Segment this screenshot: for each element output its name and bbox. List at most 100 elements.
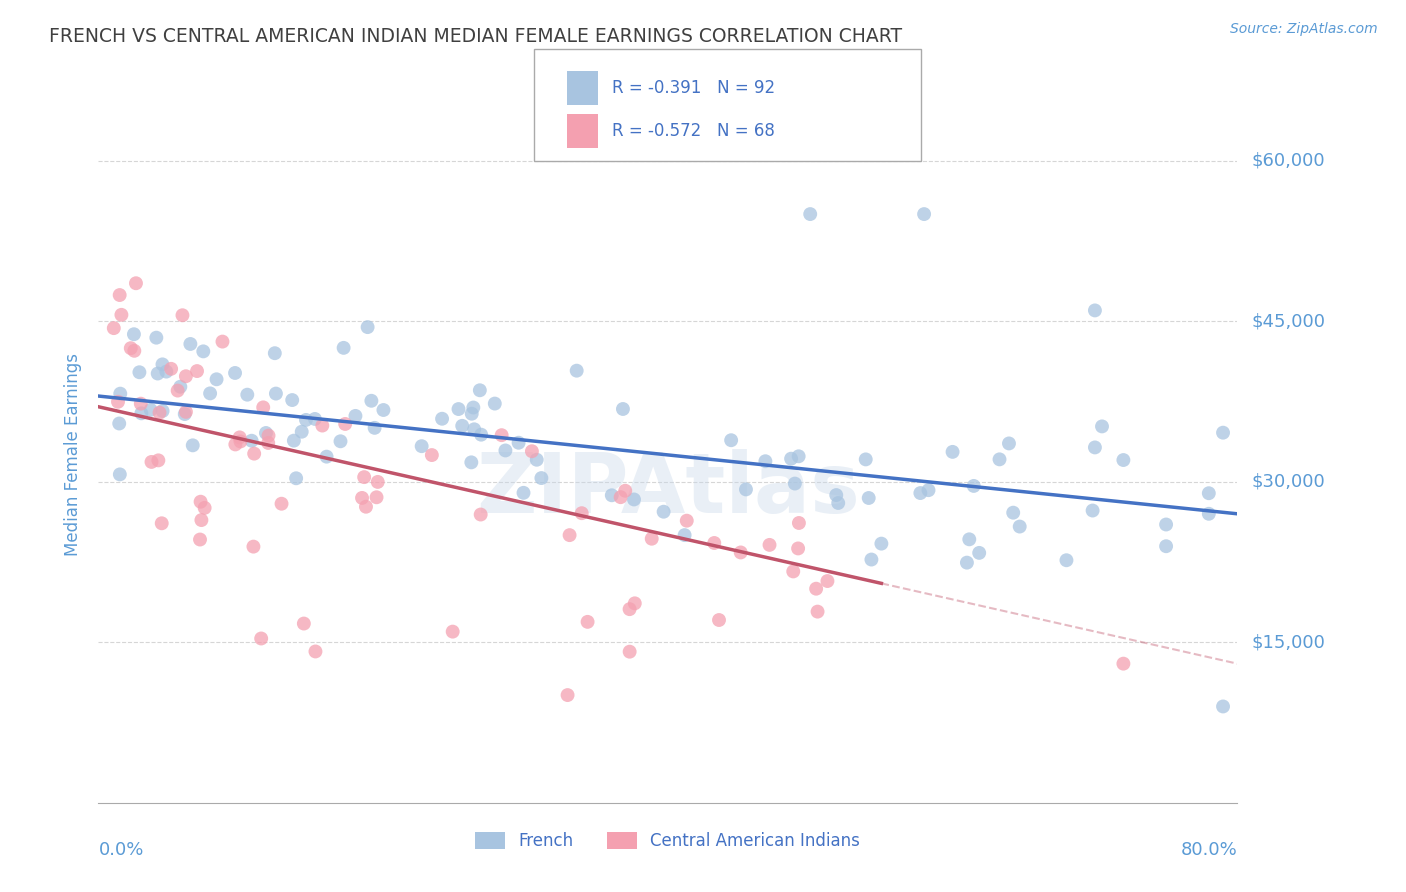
Text: $45,000: $45,000 bbox=[1251, 312, 1326, 330]
Point bbox=[150, 516, 173, 531]
Point bbox=[205, 372, 228, 386]
Text: $15,000: $15,000 bbox=[1251, 633, 1324, 651]
Point bbox=[129, 397, 152, 411]
Point bbox=[520, 444, 543, 458]
Point bbox=[430, 411, 453, 425]
Point bbox=[619, 602, 641, 616]
Point bbox=[1154, 539, 1177, 553]
Point bbox=[461, 407, 484, 421]
Point bbox=[125, 277, 148, 291]
Point bbox=[242, 540, 264, 554]
Point bbox=[350, 491, 373, 505]
Point bbox=[292, 616, 315, 631]
Point bbox=[447, 402, 470, 417]
Point bbox=[799, 207, 821, 221]
Point bbox=[451, 418, 474, 433]
Point bbox=[188, 533, 211, 547]
Point bbox=[703, 536, 725, 550]
Point bbox=[304, 412, 326, 426]
Point bbox=[315, 450, 337, 464]
Point bbox=[1056, 553, 1078, 567]
Point bbox=[942, 445, 965, 459]
Point bbox=[912, 207, 935, 221]
Point bbox=[557, 688, 579, 702]
Point bbox=[463, 401, 485, 415]
Point bbox=[957, 533, 980, 547]
Point bbox=[173, 407, 195, 421]
Point bbox=[254, 425, 277, 440]
Point bbox=[1008, 519, 1031, 533]
Point bbox=[530, 471, 553, 485]
Point bbox=[1091, 419, 1114, 434]
Point bbox=[1084, 303, 1107, 318]
Point bbox=[860, 552, 883, 566]
Point bbox=[411, 439, 433, 453]
Point bbox=[332, 341, 354, 355]
Point bbox=[1198, 486, 1220, 500]
Point bbox=[641, 532, 664, 546]
Point bbox=[1212, 425, 1234, 440]
Point bbox=[825, 488, 848, 502]
Point bbox=[470, 427, 492, 442]
Point bbox=[110, 308, 132, 322]
Point bbox=[229, 434, 252, 449]
Point bbox=[623, 492, 645, 507]
Point bbox=[623, 596, 645, 610]
Point bbox=[730, 545, 752, 559]
Point bbox=[827, 496, 849, 510]
Point bbox=[787, 541, 810, 556]
Point bbox=[470, 508, 492, 522]
Text: ZIPAtlas: ZIPAtlas bbox=[475, 450, 860, 530]
Point bbox=[285, 471, 308, 485]
Point bbox=[120, 341, 142, 355]
Point bbox=[356, 320, 378, 334]
Point bbox=[224, 366, 246, 380]
Point bbox=[512, 485, 534, 500]
Point bbox=[193, 344, 215, 359]
Point bbox=[124, 343, 146, 358]
Point bbox=[108, 417, 131, 431]
Point bbox=[998, 436, 1021, 450]
Point bbox=[353, 470, 375, 484]
Point bbox=[139, 402, 162, 417]
Point bbox=[366, 490, 388, 504]
Legend: French, Central American Indians: French, Central American Indians bbox=[468, 826, 868, 857]
Point bbox=[228, 430, 250, 444]
Point bbox=[146, 367, 169, 381]
Point bbox=[1212, 699, 1234, 714]
Point bbox=[148, 406, 170, 420]
Point bbox=[252, 401, 274, 415]
Text: $30,000: $30,000 bbox=[1251, 473, 1324, 491]
Point bbox=[558, 528, 581, 542]
Point bbox=[652, 505, 675, 519]
Point bbox=[754, 454, 776, 468]
Point bbox=[211, 334, 233, 349]
Point bbox=[128, 365, 150, 379]
Point bbox=[806, 605, 828, 619]
Point bbox=[468, 384, 491, 398]
Point bbox=[240, 434, 263, 448]
Point bbox=[257, 428, 280, 442]
Text: Source: ZipAtlas.com: Source: ZipAtlas.com bbox=[1230, 22, 1378, 37]
Point bbox=[1154, 517, 1177, 532]
Point bbox=[224, 437, 246, 451]
Point bbox=[354, 500, 377, 514]
Point bbox=[304, 644, 326, 658]
Point bbox=[141, 455, 163, 469]
Point bbox=[295, 413, 318, 427]
Point bbox=[190, 494, 212, 508]
Point bbox=[460, 455, 482, 469]
Point bbox=[787, 450, 810, 464]
Point bbox=[817, 574, 839, 588]
Point bbox=[441, 624, 464, 639]
Point bbox=[335, 417, 357, 431]
Point bbox=[758, 538, 780, 552]
Point bbox=[963, 479, 986, 493]
Point bbox=[243, 447, 266, 461]
Point bbox=[780, 451, 803, 466]
Point bbox=[494, 443, 516, 458]
Point bbox=[179, 337, 201, 351]
Point bbox=[1198, 507, 1220, 521]
Point bbox=[855, 452, 877, 467]
Text: 0.0%: 0.0% bbox=[98, 841, 143, 859]
